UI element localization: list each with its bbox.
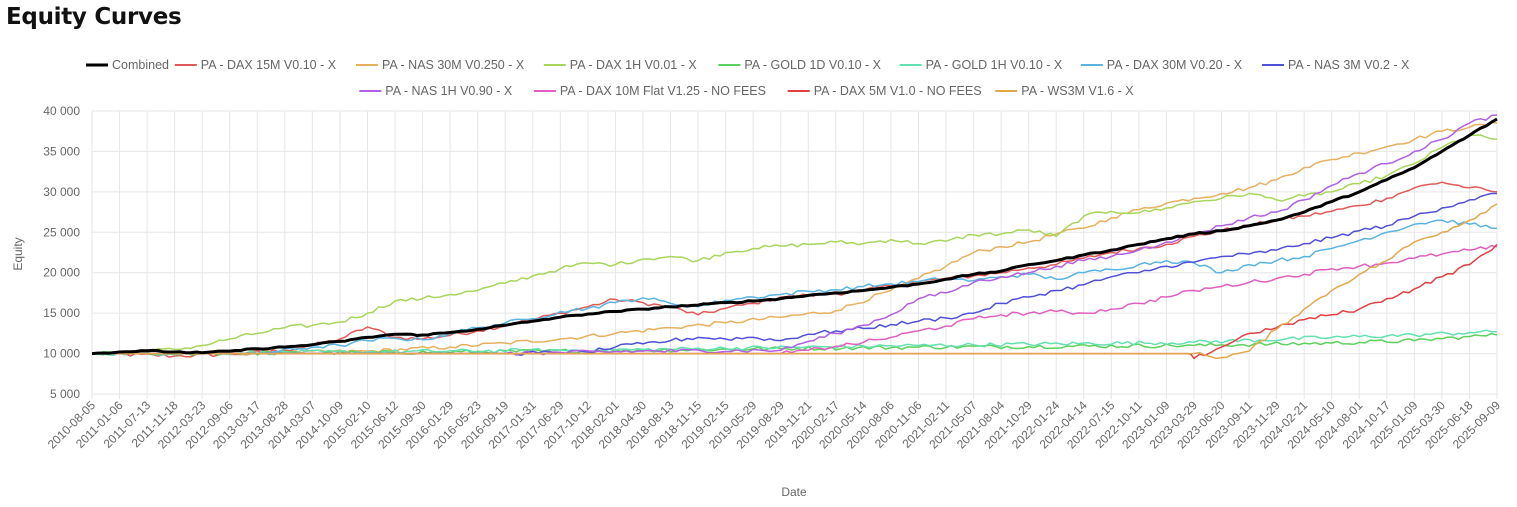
series-line-11: [92, 203, 1498, 360]
y-tick-label: 35 000: [43, 144, 80, 158]
y-axis: 5 000 10 000 15 000 20 000 25 000 30 000 35 00…: [43, 104, 80, 401]
legend-label: PA - NAS 30M V0.250 - X: [382, 58, 525, 72]
grid: [91, 110, 1498, 399]
legend-label: PA - NAS 3M V0.2 - X: [1288, 58, 1410, 72]
series-line-2: [92, 121, 1498, 356]
x-axis: 2010-08-052011-01-062011-07-132011-11-18…: [45, 398, 1504, 452]
legend-item[interactable]: PA - DAX 30M V0.20 - X: [1080, 58, 1243, 72]
legend-label: PA - DAX 10M Flat V1.25 - NO FEES: [560, 84, 766, 98]
y-tick-label: 25 000: [43, 225, 80, 239]
series-line-3: [91, 134, 1498, 356]
legend-label: PA - DAX 15M V0.10 - X: [201, 58, 337, 72]
legend-item[interactable]: PA - DAX 1H V0.01 - X: [543, 58, 698, 72]
y-tick-label: 10 000: [43, 347, 80, 361]
y-tick-label: 40 000: [43, 104, 80, 118]
series-line-6: [92, 219, 1498, 355]
y-tick-label: 5 000: [50, 387, 80, 401]
legend-label: PA - DAX 30M V0.20 - X: [1107, 58, 1243, 72]
y-tick-label: 30 000: [43, 185, 80, 199]
y-tick-label: 15 000: [43, 306, 80, 320]
legend-label: PA - GOLD 1D V0.10 - X: [744, 58, 881, 72]
series-line-1: [91, 181, 1498, 358]
legend-item[interactable]: PA - WS3M V1.6 - X: [995, 84, 1134, 98]
legend-item[interactable]: PA - DAX 15M V0.10 - X: [174, 58, 337, 72]
series-line-4: [91, 332, 1498, 356]
legend-item[interactable]: PA - NAS 30M V0.250 - X: [356, 58, 525, 72]
x-axis-title: Date: [781, 485, 807, 499]
legend-label: PA - NAS 1H V0.90 - X: [385, 84, 513, 98]
y-tick-label: 20 000: [43, 266, 80, 280]
legend-item[interactable]: PA - GOLD 1H V0.10 - X: [899, 58, 1063, 72]
y-axis-title: Equity: [11, 237, 25, 270]
chart-title: Equity Curves: [6, 4, 182, 30]
legend-item[interactable]: PA - DAX 5M V1.0 - NO FEES: [787, 84, 982, 98]
legend-item[interactable]: PA - NAS 3M V0.2 - X: [1262, 58, 1410, 72]
legend-label: PA - DAX 1H V0.01 - X: [570, 58, 698, 72]
legend[interactable]: Combined PA - DAX 15M V0.10 - X PA - NAS 3…: [86, 58, 1410, 98]
series-line-10: [92, 243, 1498, 360]
legend-label: PA - DAX 5M V1.0 - NO FEES: [814, 84, 982, 98]
legend-label: PA - WS3M V1.6 - X: [1021, 84, 1134, 98]
series-line-0: [91, 117, 1498, 356]
series-line-9: [92, 244, 1498, 355]
legend-label: PA - GOLD 1H V0.10 - X: [926, 58, 1063, 72]
series-lines: [91, 114, 1498, 360]
legend-item[interactable]: PA - DAX 10M Flat V1.25 - NO FEES: [533, 84, 766, 98]
legend-item[interactable]: PA - GOLD 1D V0.10 - X: [718, 58, 882, 72]
legend-label: Combined: [112, 58, 169, 72]
legend-item[interactable]: Combined: [86, 58, 169, 72]
legend-item[interactable]: PA - NAS 1H V0.90 - X: [359, 84, 513, 98]
